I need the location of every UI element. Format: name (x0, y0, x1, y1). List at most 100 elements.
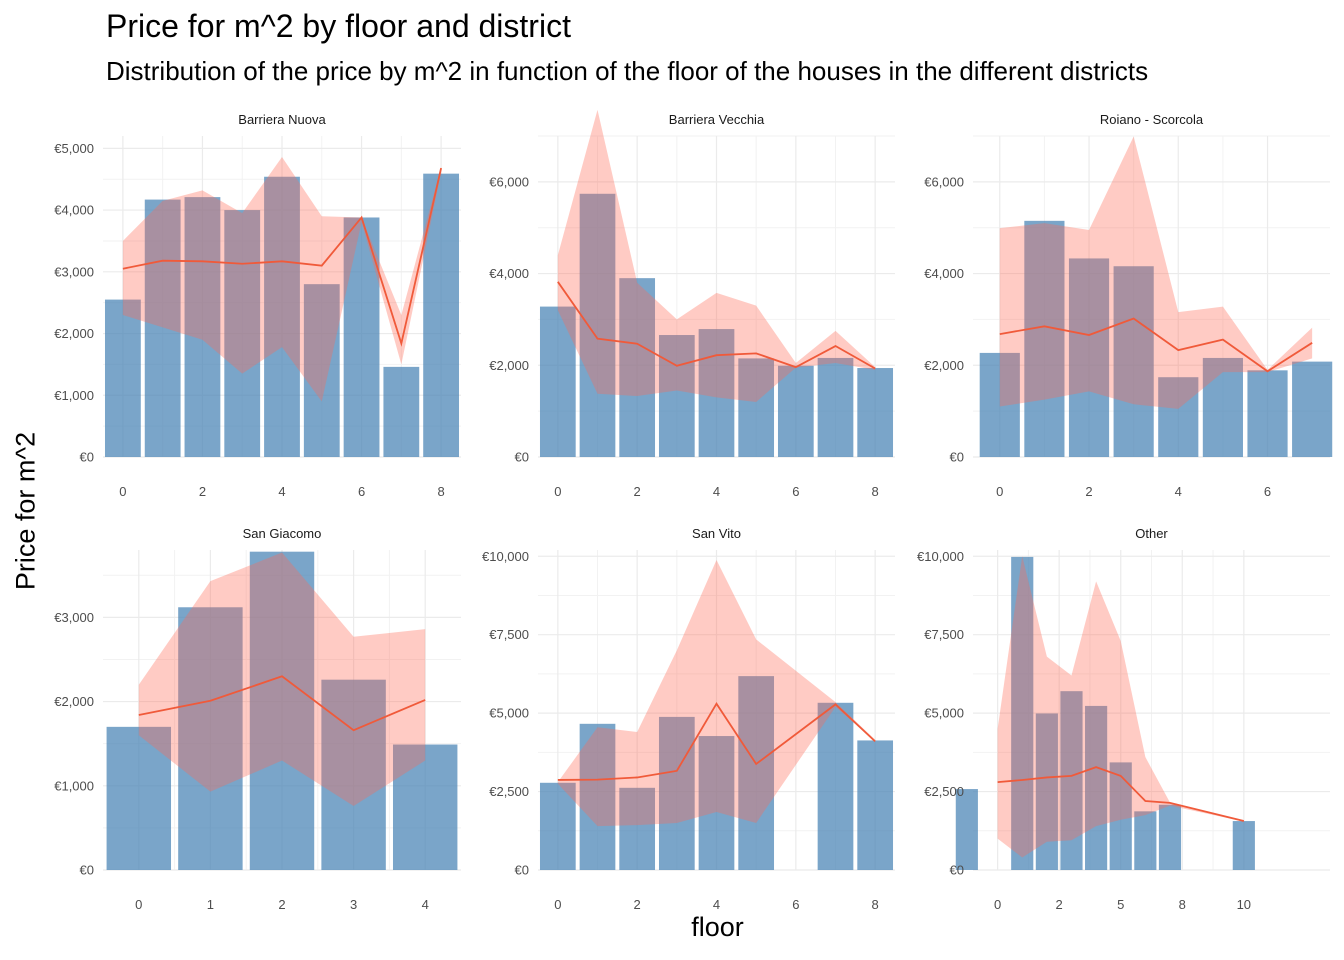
x-tick-label: 0 (996, 484, 1003, 499)
panel-san-vito: San Vito €0 €2,500 €5,000 €7,500 €10,000 0 2 4 6 8 (482, 526, 895, 912)
y-tick-label: €2,500 (489, 784, 529, 799)
mean-line-roiano-scorcola (999, 317, 1313, 373)
bar-barriera-vecchia-floor-8 (857, 368, 894, 457)
bar-san-vito-floor-2 (619, 787, 656, 870)
panel-other: Other €0 €2,500 €5,000 €7,500 €10,000 0 2 5 8 10 (917, 526, 1330, 912)
y-tick-label: €5,000 (489, 706, 529, 721)
x-tick-label: 4 (1175, 484, 1182, 499)
bar-other-floor-1.6 (1035, 713, 1058, 870)
mean-line-san-giacomo (138, 675, 426, 732)
panel-barriera-nuova: Barriera Nuova €0 €1,000 €2,000 €3,000 €4,000… (54, 112, 461, 499)
x-tick-label: 10 (1237, 897, 1251, 912)
bar-san-giacomo-floor-3 (321, 679, 386, 870)
x-tick-label: 2 (278, 897, 285, 912)
bar-barriera-vecchia-floor-2 (619, 278, 656, 457)
mean-line-barriera-nuova (122, 167, 442, 347)
x-tick-label: 6 (358, 484, 365, 499)
mean-line-barriera-vecchia (557, 281, 876, 370)
y-tick-label: €1,000 (54, 388, 94, 403)
x-tick-label: 8 (872, 484, 879, 499)
y-tick-label: €0 (515, 450, 529, 465)
y-tick-label: €6,000 (489, 174, 529, 189)
y-tick-label: €0 (80, 450, 94, 465)
x-tick-label: 0 (554, 484, 561, 499)
x-tick-label: 0 (135, 897, 142, 912)
bar-barriera-nuova-floor-2 (184, 197, 221, 457)
x-tick-label: 3 (350, 897, 357, 912)
panel-title-other: Other (1135, 526, 1168, 541)
range-band-san-giacomo (138, 552, 426, 806)
bar-san-vito-floor-7 (817, 702, 854, 870)
y-tick-label: €0 (950, 863, 964, 878)
bar-roiano-scorcola-floor-7 (1292, 361, 1333, 457)
x-tick-label: 0 (119, 484, 126, 499)
x-tick-label: 5 (1117, 897, 1124, 912)
y-tick-label: €6,000 (924, 174, 964, 189)
bar-san-giacomo-floor-1 (178, 607, 243, 870)
range-band-barriera-vecchia (557, 109, 876, 402)
bar-barriera-vecchia-floor-7 (817, 357, 854, 457)
bar-roiano-scorcola-floor-3 (1113, 266, 1154, 457)
bar-barriera-vecchia-floor-3 (658, 335, 695, 457)
bar-san-vito-floor-0 (539, 782, 576, 870)
bar-barriera-vecchia-floor-5 (738, 358, 775, 457)
bar-barriera-vecchia-floor-6 (777, 365, 814, 457)
y-tick-label: €4,000 (489, 266, 529, 281)
range-band-roiano-scorcola (999, 136, 1313, 409)
bar-other-floor-3.2 (1085, 705, 1108, 870)
x-tick-label: 2 (199, 484, 206, 499)
y-tick-label: €4,000 (924, 266, 964, 281)
bar-barriera-vecchia-floor-4 (698, 329, 735, 457)
chart-subtitle: Distribution of the price by m^2 in func… (106, 56, 1149, 86)
bar-barriera-nuova-floor-4 (264, 176, 300, 457)
bar-barriera-nuova-floor-5 (303, 284, 340, 457)
y-tick-label: €10,000 (917, 549, 964, 564)
bar-barriera-vecchia-floor-1 (579, 193, 616, 457)
x-tick-label: 4 (422, 897, 429, 912)
mean-line-san-vito (557, 702, 876, 781)
y-tick-label: €10,000 (482, 549, 529, 564)
bar-barriera-nuova-floor-1 (144, 199, 181, 457)
panel-roiano-scorcola: Roiano - Scorcola €0 €2,000 €4,000 €6,000 0 2 4… (924, 112, 1333, 499)
y-tick-label: €0 (950, 450, 964, 465)
bar-san-giacomo-floor-2 (249, 551, 315, 870)
panel-san-giacomo: San Giacomo €0 €1,000 €2,000 €3,000 0 1 2 3 4 (54, 526, 461, 912)
x-tick-label: 2 (634, 897, 641, 912)
panel-title-barriera-vecchia: Barriera Vecchia (669, 112, 765, 127)
y-tick-label: €3,000 (54, 610, 94, 625)
y-tick-label: €0 (515, 863, 529, 878)
x-tick-label: 0 (554, 897, 561, 912)
bar-roiano-scorcola-floor-4 (1158, 377, 1199, 457)
mean-line-other (997, 766, 1245, 822)
y-tick-label: €7,500 (924, 627, 964, 642)
x-tick-label: 8 (1179, 897, 1186, 912)
bar-roiano-scorcola-floor-1 (1024, 220, 1065, 457)
bar-san-giacomo-floor-0 (106, 726, 172, 870)
bar-barriera-nuova-floor-3 (224, 210, 261, 457)
y-tick-label: €2,500 (924, 784, 964, 799)
x-tick-label: 6 (792, 897, 799, 912)
range-band-other (997, 556, 1244, 858)
panel-title-barriera-nuova: Barriera Nuova (238, 112, 326, 127)
y-tick-label: €2,000 (54, 694, 94, 709)
panel-title-san-vito: San Vito (692, 526, 741, 541)
x-tick-label: 2 (1085, 484, 1092, 499)
panel-title-san-giacomo: San Giacomo (243, 526, 322, 541)
chart-title: Price for m^2 by floor and district (106, 8, 571, 44)
bar-other-floor-2.4 (1060, 691, 1083, 870)
bar-roiano-scorcola-floor-5 (1202, 357, 1243, 457)
bar-other-floor-4.8 (1134, 811, 1157, 870)
y-tick-label: €7,500 (489, 627, 529, 642)
bar-other-floor-0.8 (1011, 556, 1034, 870)
panel-title-roiano-scorcola: Roiano - Scorcola (1100, 112, 1204, 127)
bar-other-floor-4 (1109, 762, 1132, 870)
x-axis-label: floor (691, 912, 744, 942)
bar-san-vito-floor-8 (857, 740, 894, 870)
x-tick-label: 0 (994, 897, 1001, 912)
bar-san-vito-floor-4 (698, 736, 735, 870)
bar-roiano-scorcola-floor-6 (1247, 370, 1288, 457)
bar-barriera-nuova-floor-0 (104, 299, 141, 457)
x-tick-label: 4 (278, 484, 285, 499)
x-tick-label: 2 (1056, 897, 1063, 912)
